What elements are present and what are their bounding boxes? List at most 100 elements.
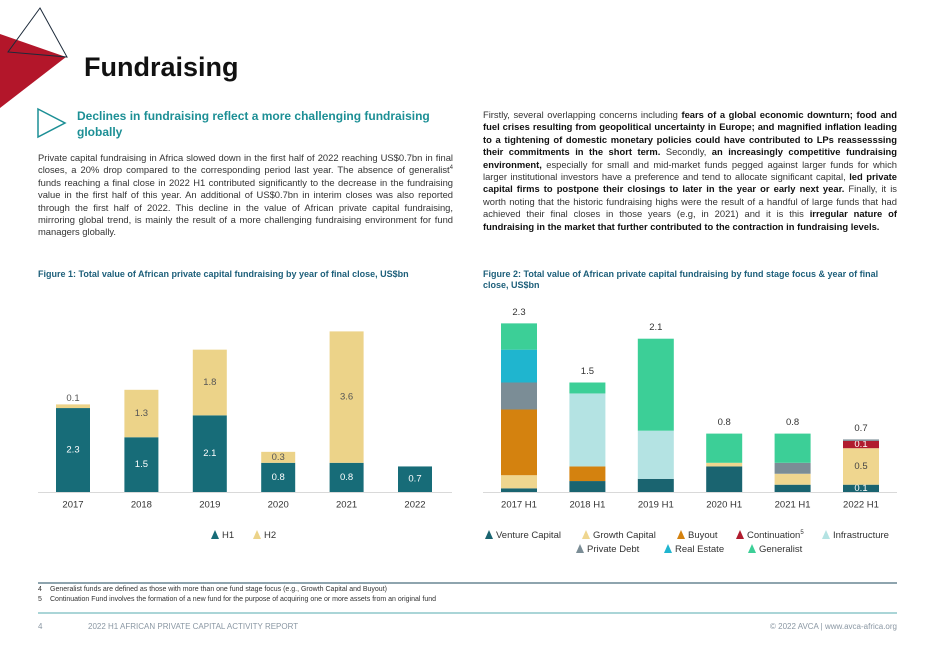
legend-marker bbox=[664, 544, 672, 553]
bar-segment bbox=[843, 439, 879, 441]
bar-segment bbox=[261, 451, 296, 463]
data-label: 2.3 bbox=[66, 445, 79, 456]
bar-segment bbox=[774, 473, 811, 485]
footnote: 5 Continuation Fund involves the formatio… bbox=[38, 596, 436, 603]
total-label: 2.3 bbox=[512, 307, 525, 318]
x-tick-label: 2022 bbox=[404, 500, 425, 511]
bar-segment bbox=[56, 404, 90, 409]
total-label: 2.1 bbox=[649, 322, 662, 333]
legend-text: Venture Capital bbox=[496, 530, 561, 541]
bar-segment bbox=[569, 393, 606, 467]
footnote-number: 4 bbox=[38, 586, 42, 593]
bar-segment bbox=[329, 331, 364, 463]
legend-label: Real Estate bbox=[675, 544, 724, 555]
bar-segment bbox=[261, 462, 296, 492]
bar-segment bbox=[569, 382, 606, 394]
bar-segment bbox=[774, 433, 811, 463]
page-title: Fundraising bbox=[84, 52, 239, 82]
data-label: 1.8 bbox=[203, 377, 216, 388]
data-label: 0.1 bbox=[854, 439, 867, 450]
bar-segment bbox=[56, 408, 90, 492]
text-run: funds reaching a final close in 2022 H1 … bbox=[38, 176, 453, 238]
legend-marker bbox=[582, 530, 590, 539]
legend-label: Buyout bbox=[688, 530, 718, 541]
legend-marker bbox=[576, 544, 584, 553]
data-label: 1.3 bbox=[135, 408, 148, 419]
legend-marker bbox=[748, 544, 756, 553]
data-label: 0.3 bbox=[272, 452, 285, 463]
total-label: 0.7 bbox=[854, 423, 867, 434]
x-tick-label: 2019 H1 bbox=[638, 500, 674, 511]
text-run: Secondly, bbox=[660, 146, 712, 158]
legend-text: H1 bbox=[222, 530, 234, 541]
legend-text: Private Debt bbox=[587, 544, 640, 555]
legend-label: Venture Capital bbox=[496, 530, 561, 541]
legend-marker bbox=[253, 530, 261, 539]
data-label: 0.5 bbox=[854, 461, 867, 472]
bar-segment bbox=[501, 382, 537, 410]
bar-segment bbox=[637, 338, 674, 431]
bar-segment bbox=[843, 440, 879, 449]
x-tick-label: 2017 H1 bbox=[501, 500, 537, 511]
footnote-text: Continuation Fund involves the formation… bbox=[50, 596, 437, 603]
legend-marker bbox=[211, 530, 219, 539]
data-label: 0.1 bbox=[66, 393, 79, 404]
x-tick-label: 2017 bbox=[62, 500, 83, 511]
outline-triangle bbox=[7, 7, 68, 58]
legend-note: 5 bbox=[800, 530, 804, 536]
legend-label: Generalist bbox=[759, 544, 803, 555]
bar-segment bbox=[569, 466, 606, 482]
legend-marker bbox=[736, 530, 744, 539]
legend-label: Continuation5 bbox=[747, 530, 804, 541]
bar-segment bbox=[501, 409, 537, 476]
data-label: 0.7 bbox=[408, 474, 421, 485]
x-tick-label: 2022 H1 bbox=[843, 500, 879, 511]
figure-title: Figure 1: Total value of African private… bbox=[38, 269, 409, 279]
superscript: 4 bbox=[449, 165, 453, 172]
bar-segment bbox=[501, 349, 537, 383]
total-label: 0.8 bbox=[786, 417, 799, 428]
data-label: 3.6 bbox=[340, 392, 353, 403]
bar-segment bbox=[706, 462, 743, 467]
bar-segment bbox=[501, 488, 537, 492]
section-heading: Declines in fundraising reflect a more c… bbox=[77, 109, 430, 139]
bar-segment bbox=[706, 433, 743, 463]
figure-title: Figure 2: Total value of African private… bbox=[483, 269, 879, 290]
legend-text: Growth Capital bbox=[593, 530, 656, 541]
bold-text: irregular nature of fundraising in the m… bbox=[483, 208, 897, 232]
legend-text: Infrastructure bbox=[833, 530, 889, 541]
data-label: 1.5 bbox=[135, 459, 148, 470]
data-label: 0.1 bbox=[854, 483, 867, 494]
left-paragraph: Private capital fundraising in Africa sl… bbox=[38, 152, 453, 239]
bar-segment bbox=[398, 466, 432, 492]
data-label: 0.8 bbox=[272, 472, 285, 483]
x-tick-label: 2020 bbox=[268, 500, 289, 511]
x-tick-label: 2018 H1 bbox=[569, 500, 605, 511]
text-run: Private capital fundraising in Africa sl… bbox=[38, 152, 453, 176]
bold-text: led private capital firms to postpone th… bbox=[483, 171, 897, 195]
x-tick-label: 2021 bbox=[336, 500, 357, 511]
bar-segment bbox=[637, 430, 674, 479]
legend-text: H2 bbox=[264, 530, 276, 541]
copyright: © 2022 AVCA | www.avca-africa.org bbox=[770, 622, 897, 631]
bar-segment bbox=[774, 484, 811, 492]
legend-marker bbox=[822, 530, 830, 539]
footnote: 4 Generalist funds are defined as those w… bbox=[38, 586, 387, 593]
legend-marker bbox=[485, 530, 493, 539]
bar-segment bbox=[774, 462, 811, 474]
legend-text: Continuation bbox=[747, 530, 800, 541]
text-run: Firstly, several overlapping concerns in… bbox=[483, 109, 682, 120]
bar-segment bbox=[124, 389, 159, 438]
bold-text: fears of a global economic downturn; foo… bbox=[483, 109, 898, 158]
bar-segment bbox=[706, 466, 743, 492]
legend-label: Private Debt bbox=[587, 544, 640, 555]
page-number: 4 bbox=[38, 622, 43, 631]
footnote-number: 5 bbox=[38, 596, 42, 603]
legend-label: H1 bbox=[222, 530, 234, 541]
total-label: 0.8 bbox=[718, 417, 731, 428]
arrow-icon bbox=[37, 107, 67, 139]
legend-text: Real Estate bbox=[675, 544, 724, 555]
report-name: 2022 H1 AFRICAN PRIVATE CAPITAL ACTIVITY… bbox=[88, 622, 299, 631]
bar-segment bbox=[192, 415, 227, 492]
